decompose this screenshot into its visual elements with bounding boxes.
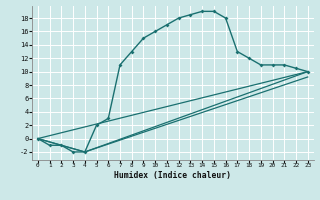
X-axis label: Humidex (Indice chaleur): Humidex (Indice chaleur)	[114, 171, 231, 180]
